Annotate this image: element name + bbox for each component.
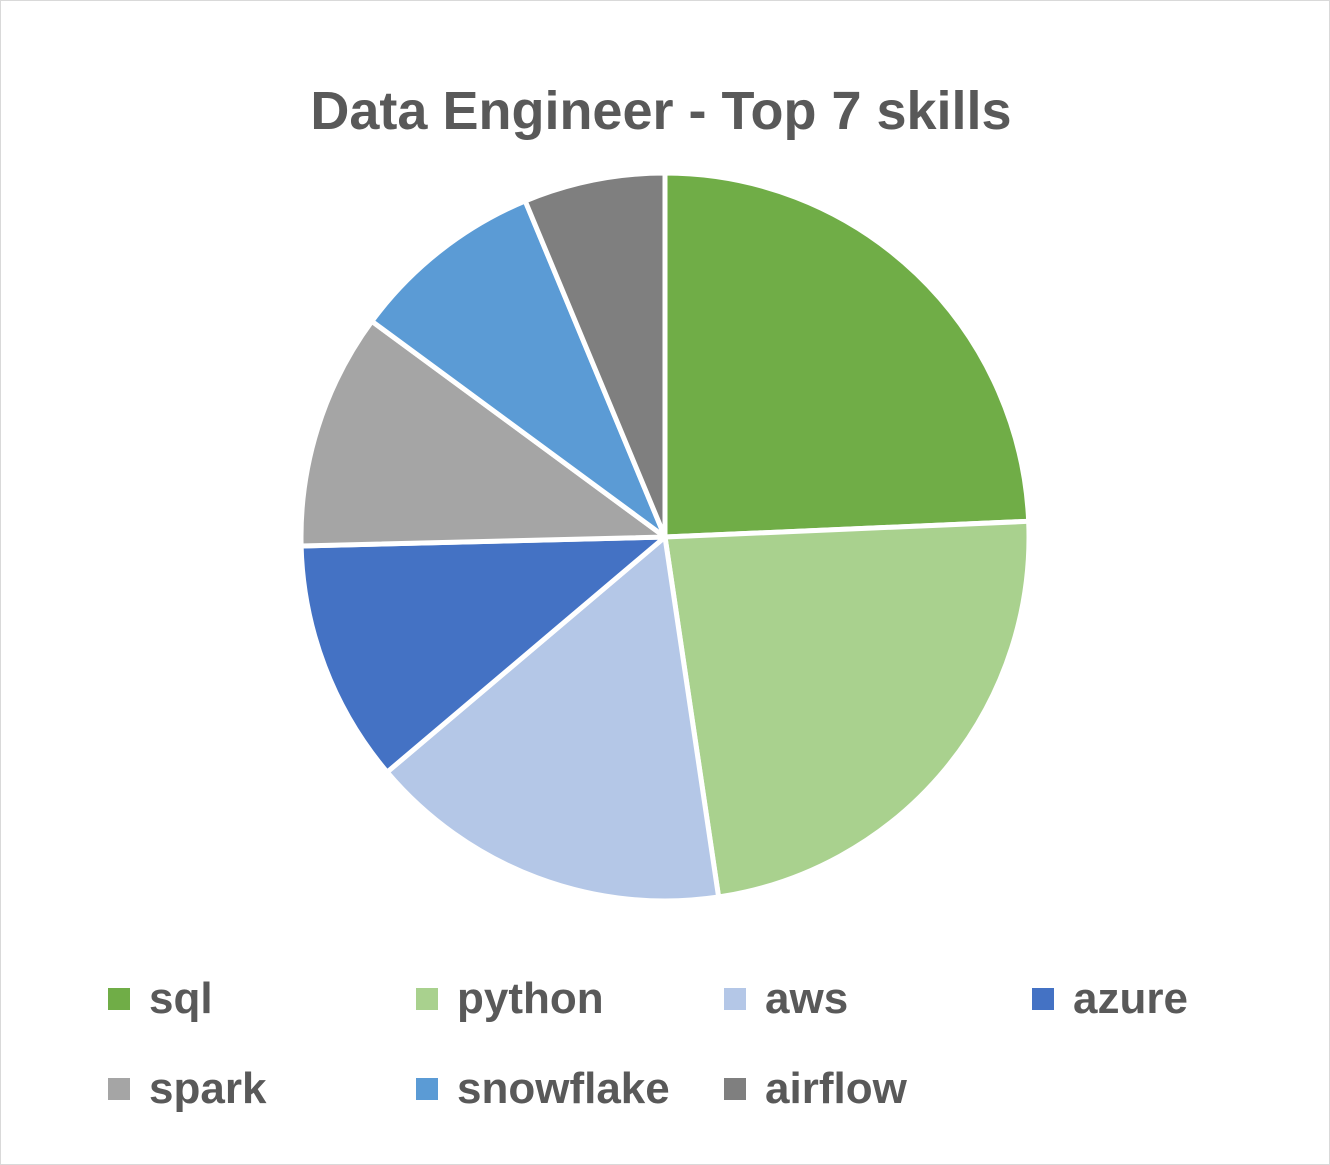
pie-slice-aws [384, 534, 722, 904]
pie-slice-python [662, 518, 1032, 900]
pie-slice-spark [298, 318, 668, 549]
chart-title: Data Engineer - Top 7 skills [310, 81, 1012, 141]
pie-slice-sql [662, 170, 1032, 540]
pie-slice-airflow [522, 170, 668, 540]
pie-slice-snowflake [369, 198, 668, 540]
pie-slice-azure [298, 534, 668, 775]
